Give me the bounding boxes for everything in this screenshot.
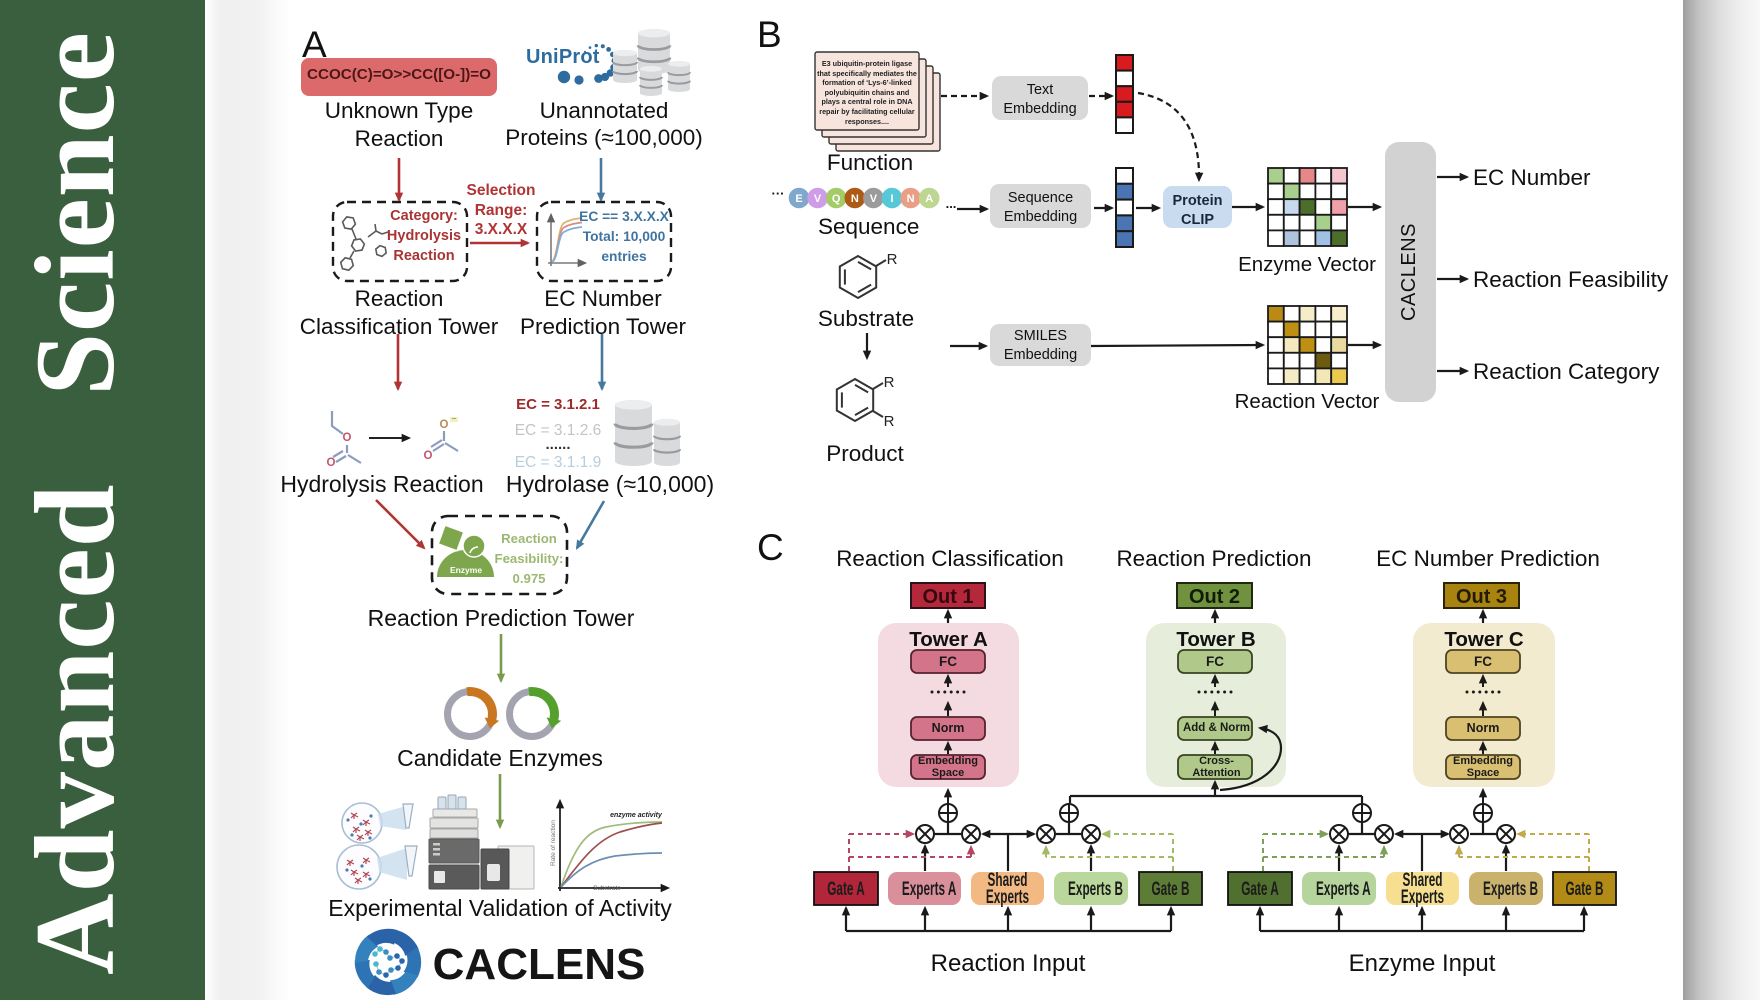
svg-text:Enzyme: Enzyme (450, 565, 482, 575)
svg-text:O: O (440, 419, 449, 431)
svg-text:N: N (851, 193, 859, 205)
svg-text:R: R (887, 251, 898, 268)
svg-text:N: N (907, 193, 915, 205)
svg-text:I: I (890, 193, 893, 205)
svg-text:O: O (424, 450, 433, 462)
svg-text:O: O (343, 432, 352, 444)
svg-text:V: V (814, 193, 822, 205)
svg-text:R: R (884, 413, 895, 430)
svg-text:V: V (870, 193, 878, 205)
svg-text:E: E (795, 193, 802, 205)
svg-text:O: O (327, 457, 336, 469)
svg-text:A: A (925, 193, 933, 205)
svg-text:Q: Q (832, 193, 841, 205)
svg-text:R: R (884, 374, 895, 391)
svg-text:–: – (452, 414, 457, 423)
